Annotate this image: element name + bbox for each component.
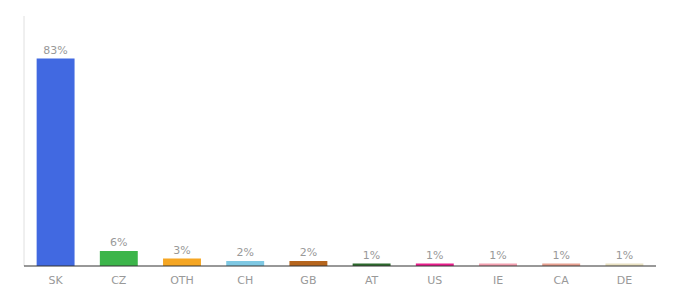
bar bbox=[289, 261, 327, 266]
bar bbox=[37, 59, 75, 267]
x-tick-label: CA bbox=[554, 274, 570, 287]
data-label: 2% bbox=[236, 246, 253, 259]
data-label: 1% bbox=[426, 249, 443, 262]
data-label: 2% bbox=[300, 246, 317, 259]
data-label: 6% bbox=[110, 236, 127, 249]
x-tick-label: GB bbox=[300, 274, 316, 287]
x-axis-line bbox=[24, 265, 656, 266]
x-tick-label: SK bbox=[48, 274, 63, 287]
x-tick-label: AT bbox=[365, 274, 379, 287]
x-tick-label: DE bbox=[617, 274, 632, 287]
data-label: 1% bbox=[363, 249, 380, 262]
data-label: 1% bbox=[489, 249, 506, 262]
data-label: 83% bbox=[43, 44, 67, 57]
x-tick-label: CZ bbox=[111, 274, 127, 287]
bar bbox=[100, 251, 138, 266]
bars bbox=[37, 59, 644, 267]
x-tick-label: CH bbox=[237, 274, 253, 287]
bar bbox=[226, 261, 264, 266]
y-axis-line bbox=[24, 16, 25, 266]
bar bbox=[163, 259, 201, 267]
x-tick-label: US bbox=[427, 274, 442, 287]
data-label: 3% bbox=[173, 244, 190, 257]
data-label: 1% bbox=[616, 249, 633, 262]
chart-container: 83% 6% 3% 2% 2% 1% 1% 1% 1% 1% SK CZ OTH CH GB AT US IE CA… bbox=[0, 0, 680, 300]
x-tick-label: IE bbox=[493, 274, 503, 287]
data-label: 1% bbox=[552, 249, 569, 262]
x-tick-label: OTH bbox=[170, 274, 194, 287]
chart-svg: 83% 6% 3% 2% 2% 1% 1% 1% 1% 1% SK CZ OTH CH GB AT US IE CA… bbox=[0, 0, 680, 300]
